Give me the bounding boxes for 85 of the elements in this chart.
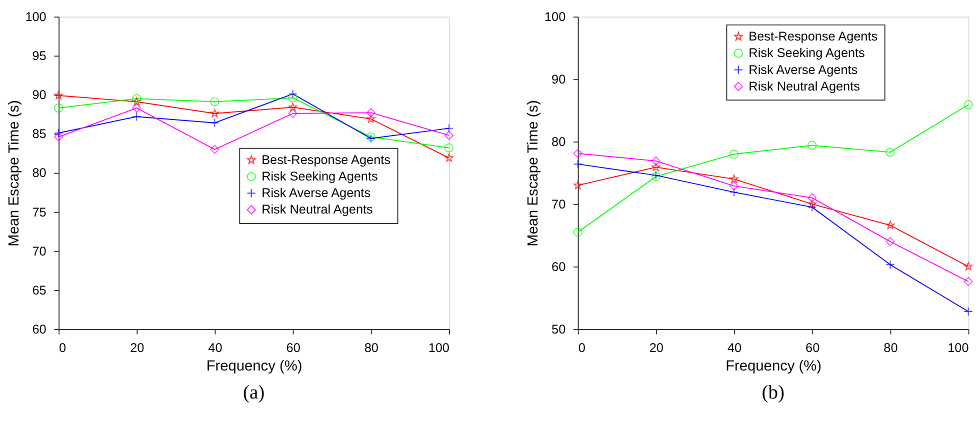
legend-label: Risk Averse Agents bbox=[748, 62, 858, 77]
x-tick-label: 0 bbox=[59, 340, 66, 355]
y-tick-label: 95 bbox=[32, 49, 46, 64]
point bbox=[210, 108, 220, 118]
text: (a) bbox=[242, 382, 265, 404]
legend-label: Risk Neutral Agents bbox=[262, 202, 373, 217]
x-tick-label: 100 bbox=[428, 340, 450, 355]
x-tick-label: 40 bbox=[208, 340, 222, 355]
point bbox=[886, 148, 895, 157]
legend-label: Risk Averse Agents bbox=[262, 186, 371, 200]
point bbox=[210, 144, 220, 154]
point bbox=[573, 228, 582, 237]
legend-label: Risk Neutral Agents bbox=[748, 79, 860, 94]
x-tick-label: 60 bbox=[806, 340, 820, 355]
point bbox=[288, 89, 298, 99]
point bbox=[444, 130, 454, 140]
x-tick-label: 60 bbox=[286, 340, 300, 355]
x-tick-label: 40 bbox=[727, 340, 742, 355]
x-tick-label: 20 bbox=[130, 340, 144, 355]
y-tick-label: 90 bbox=[552, 72, 566, 87]
y-tick-label: 90 bbox=[32, 88, 46, 102]
point bbox=[964, 306, 973, 316]
point bbox=[54, 132, 64, 142]
point bbox=[54, 103, 64, 113]
point bbox=[886, 260, 895, 270]
point bbox=[652, 162, 660, 171]
y-tick-label: 70 bbox=[552, 197, 566, 212]
legend-label: Risk Seeking Agents bbox=[748, 46, 865, 60]
point bbox=[210, 118, 220, 128]
y-tick-label: 70 bbox=[32, 244, 46, 258]
y-tick-label: 75 bbox=[32, 205, 46, 220]
x-tick-label: 0 bbox=[578, 340, 586, 355]
point bbox=[964, 262, 973, 270]
legend-label: Best-Response Agents bbox=[748, 30, 878, 44]
point bbox=[444, 124, 454, 133]
point bbox=[964, 100, 973, 110]
x-tick-label: 80 bbox=[364, 340, 378, 355]
y-tick-label: 100 bbox=[544, 10, 566, 24]
point bbox=[730, 174, 738, 183]
point bbox=[808, 202, 817, 212]
y-tick-label: 80 bbox=[552, 134, 566, 149]
point bbox=[54, 90, 63, 100]
y-tick-label: 50 bbox=[552, 322, 566, 336]
point bbox=[651, 156, 661, 166]
x-axis-title: Frequency (%) bbox=[206, 358, 302, 374]
y-tick-label: 100 bbox=[25, 10, 46, 24]
y-axis-title: Mean Escape Time (s) bbox=[6, 100, 22, 246]
point bbox=[886, 236, 895, 246]
point bbox=[808, 193, 817, 202]
y-tick-label: 60 bbox=[552, 260, 566, 274]
point bbox=[54, 128, 64, 138]
point bbox=[808, 140, 817, 150]
point bbox=[444, 143, 454, 152]
x-tick-label: 100 bbox=[948, 340, 969, 355]
point bbox=[886, 220, 895, 230]
point bbox=[132, 97, 142, 106]
point bbox=[808, 199, 816, 208]
point bbox=[729, 150, 739, 159]
point bbox=[132, 103, 142, 113]
point bbox=[132, 94, 142, 104]
point bbox=[288, 102, 298, 112]
y-tick-label: 80 bbox=[32, 166, 46, 180]
point bbox=[366, 108, 376, 118]
point bbox=[210, 97, 220, 106]
x-tick-label: 80 bbox=[884, 340, 898, 355]
x-axis-title: Frequency (%) bbox=[726, 358, 822, 374]
point bbox=[964, 276, 973, 286]
y-axis-title: Mean Escape Time (s) bbox=[526, 100, 542, 246]
point bbox=[573, 148, 582, 158]
y-tick-label: 85 bbox=[32, 127, 46, 142]
point bbox=[573, 180, 582, 190]
text: (b) bbox=[762, 382, 784, 404]
y-tick-label: 65 bbox=[32, 283, 46, 298]
point bbox=[288, 93, 298, 102]
point bbox=[288, 108, 298, 118]
point bbox=[573, 160, 582, 169]
y-tick-label: 60 bbox=[32, 322, 46, 336]
legend-label: Best-Response Agents bbox=[262, 152, 391, 167]
point bbox=[132, 112, 142, 122]
legend-label: Risk Seeking Agents bbox=[262, 170, 378, 184]
point bbox=[366, 114, 376, 123]
point bbox=[444, 153, 454, 162]
point bbox=[729, 188, 739, 197]
point bbox=[729, 181, 739, 191]
x-tick-label: 20 bbox=[649, 340, 664, 355]
